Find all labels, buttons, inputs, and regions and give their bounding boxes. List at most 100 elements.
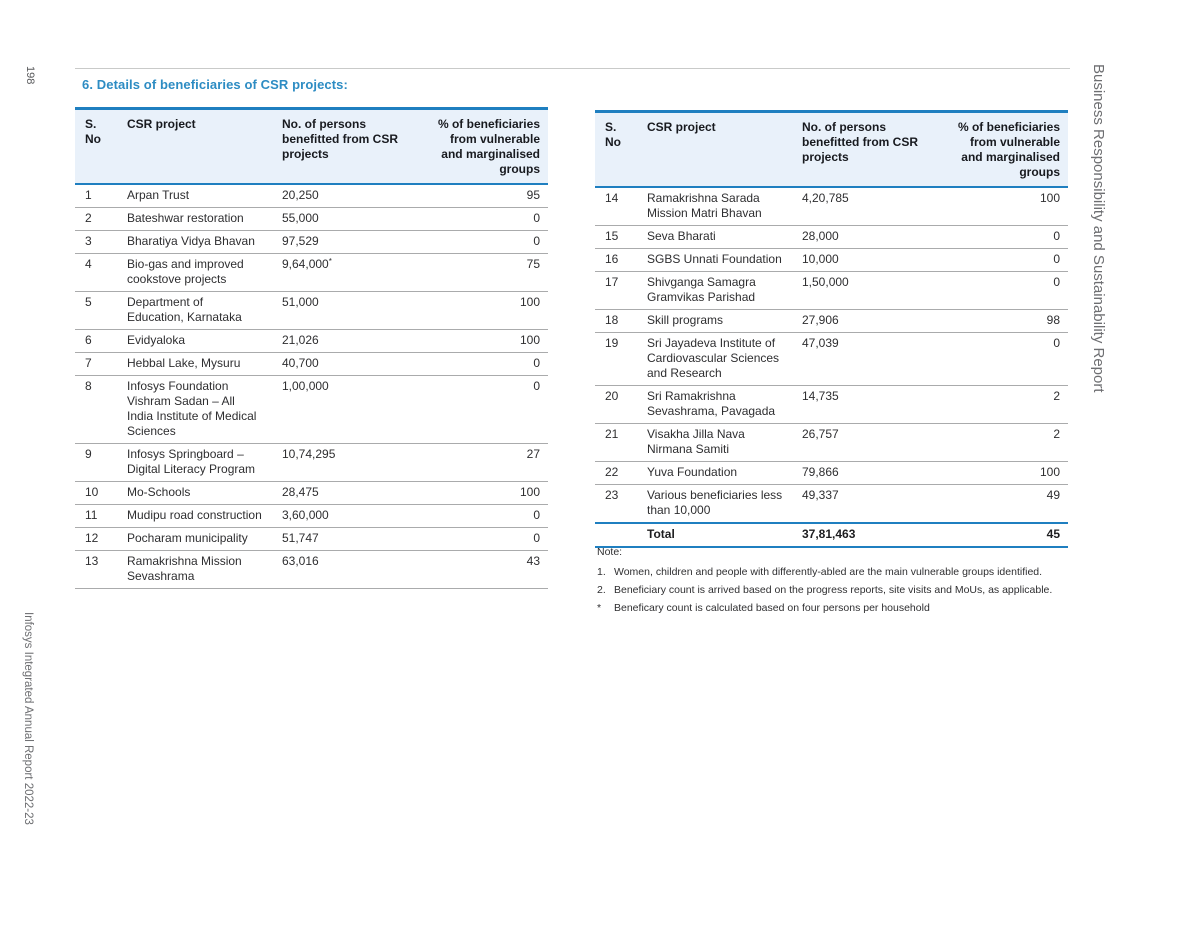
cell-percent: 43 xyxy=(422,550,548,589)
table-row: 16 SGBS Unnati Foundation 10,000 0 xyxy=(595,248,1068,272)
table-body-right: 14 Ramakrishna Sarada Mission Matri Bhava… xyxy=(595,187,1068,524)
section-title: 6. Details of beneficiaries of CSR proje… xyxy=(82,77,348,92)
cell-project: Infosys Springboard – Digital Literacy P… xyxy=(117,443,272,482)
cell-percent: 0 xyxy=(422,352,548,376)
cell-percent: 0 xyxy=(422,375,548,444)
cell-project: Seva Bharati xyxy=(637,225,792,249)
cell-persons: 51,747 xyxy=(272,527,422,551)
notes-heading: Note: xyxy=(597,546,623,558)
cell-sno: 22 xyxy=(595,461,637,485)
cell-sno: 19 xyxy=(595,332,637,386)
note-marker: 1. xyxy=(597,566,606,578)
table-row: 9 Infosys Springboard – Digital Literacy … xyxy=(75,443,548,482)
cell-persons: 21,026 xyxy=(272,329,422,353)
table-row: 17 Shivganga Samagra Gramvikas Parishad 1,… xyxy=(595,271,1068,310)
cell-percent: 100 xyxy=(422,329,548,353)
cell-persons: 10,74,295 xyxy=(272,443,422,482)
footnote-asterisk: * xyxy=(328,257,332,266)
cell-project: Mudipu road construction xyxy=(117,504,272,528)
cell-project: Ramakrishna Mission Sevashrama xyxy=(117,550,272,589)
cell-project: Department of Education, Karnataka xyxy=(117,291,272,330)
col-header-sno: S. No xyxy=(75,108,117,185)
table-row: 20 Sri Ramakrishna Sevashrama, Pavagada 14… xyxy=(595,385,1068,424)
cell-sno: 20 xyxy=(595,385,637,424)
cell-persons: 63,016 xyxy=(272,550,422,589)
cell-project: Hebbal Lake, Mysuru xyxy=(117,352,272,376)
cell-sno: 6 xyxy=(75,329,117,353)
note-item: 2. Beneficiary count is arrived based on … xyxy=(597,584,1079,597)
table-row: 11 Mudipu road construction 3,60,000 0 xyxy=(75,504,548,528)
cell-percent: 100 xyxy=(422,291,548,330)
cell-persons: 9,64,000* xyxy=(272,253,422,292)
col-header-project: CSR project xyxy=(117,108,272,185)
table-row: 3 Bharatiya Vidya Bhavan 97,529 0 xyxy=(75,230,548,254)
cell-sno: 1 xyxy=(75,184,117,208)
cell-sno: 2 xyxy=(75,207,117,231)
table-row: 23 Various beneficiaries less than 10,000… xyxy=(595,484,1068,524)
notes-section: Note: 1. Women, children and people with … xyxy=(597,546,1079,615)
cell-sno: 10 xyxy=(75,481,117,505)
table-row: 2 Bateshwar restoration 55,000 0 xyxy=(75,207,548,231)
cell-sno: 17 xyxy=(595,271,637,310)
col-header-persons: No. of persons benefitted from CSR proje… xyxy=(792,111,942,188)
cell-persons: 40,700 xyxy=(272,352,422,376)
cell-persons: 28,000 xyxy=(792,225,942,249)
cell-persons: 79,866 xyxy=(792,461,942,485)
table-row: 4 Bio-gas and improved cookstove projects… xyxy=(75,253,548,292)
cell-percent: 0 xyxy=(422,207,548,231)
cell-percent: 0 xyxy=(942,225,1068,249)
cell-percent: 75 xyxy=(422,253,548,292)
total-percent: 45 xyxy=(942,522,1068,548)
cell-percent: 0 xyxy=(942,271,1068,310)
cell-percent: 100 xyxy=(942,187,1068,226)
note-text: Women, children and people with differen… xyxy=(614,566,1043,578)
cell-sno: 16 xyxy=(595,248,637,272)
cell-project: Ramakrishna Sarada Mission Matri Bhavan xyxy=(637,187,792,226)
csr-beneficiaries-table-left: S. No CSR project No. of persons benefit… xyxy=(75,107,548,589)
cell-sno: 13 xyxy=(75,550,117,589)
section-name-vertical: Business Responsibility and Sustainabili… xyxy=(1090,64,1107,393)
cell-project: Evidyaloka xyxy=(117,329,272,353)
cell-persons: 47,039 xyxy=(792,332,942,386)
col-header-percent: % of beneficiaries from vulnerable and m… xyxy=(422,108,548,185)
cell-persons: 1,50,000 xyxy=(792,271,942,310)
col-header-percent: % of beneficiaries from vulnerable and m… xyxy=(942,111,1068,188)
cell-percent: 100 xyxy=(422,481,548,505)
cell-sno: 23 xyxy=(595,484,637,524)
csr-beneficiaries-table-right: S. No CSR project No. of persons benefit… xyxy=(595,110,1068,548)
table-row: 18 Skill programs 27,906 98 xyxy=(595,309,1068,333)
cell-persons: 14,735 xyxy=(792,385,942,424)
header-row: S. No CSR project No. of persons benefit… xyxy=(75,108,548,185)
cell-sno: 9 xyxy=(75,443,117,482)
total-empty-cell xyxy=(595,522,637,548)
table-row: 19 Sri Jayadeva Institute of Cardiovascul… xyxy=(595,332,1068,386)
cell-sno: 11 xyxy=(75,504,117,528)
table-row: 13 Ramakrishna Mission Sevashrama 63,016 43 xyxy=(75,550,548,589)
table-row: 22 Yuva Foundation 79,866 100 xyxy=(595,461,1068,485)
note-marker: * xyxy=(597,602,602,614)
table-row: 10 Mo-Schools 28,475 100 xyxy=(75,481,548,505)
cell-sno: 18 xyxy=(595,309,637,333)
cell-project: Sri Ramakrishna Sevashrama, Pavagada xyxy=(637,385,792,424)
total-row: Total 37,81,463 45 xyxy=(595,522,1068,548)
cell-project: Infosys Foundation Vishram Sadan – All I… xyxy=(117,375,272,444)
cell-percent: 0 xyxy=(422,504,548,528)
cell-project: Bio-gas and improved cookstove projects xyxy=(117,253,272,292)
cell-persons: 97,529 xyxy=(272,230,422,254)
cell-percent: 2 xyxy=(942,385,1068,424)
cell-project: Shivganga Samagra Gramvikas Parishad xyxy=(637,271,792,310)
table-row: 15 Seva Bharati 28,000 0 xyxy=(595,225,1068,249)
cell-sno: 3 xyxy=(75,230,117,254)
cell-percent: 100 xyxy=(942,461,1068,485)
cell-persons: 28,475 xyxy=(272,481,422,505)
cell-percent: 0 xyxy=(422,527,548,551)
cell-persons: 1,00,000 xyxy=(272,375,422,444)
note-marker: 2. xyxy=(597,584,606,596)
cell-project: Various beneficiaries less than 10,000 xyxy=(637,484,792,524)
cell-sno: 4 xyxy=(75,253,117,292)
report-title-vertical: Infosys Integrated Annual Report 2022-23 xyxy=(22,612,34,825)
cell-persons: 26,757 xyxy=(792,423,942,462)
cell-persons: 27,906 xyxy=(792,309,942,333)
note-text: Beneficary count is calculated based on … xyxy=(614,602,930,614)
cell-persons: 49,337 xyxy=(792,484,942,524)
